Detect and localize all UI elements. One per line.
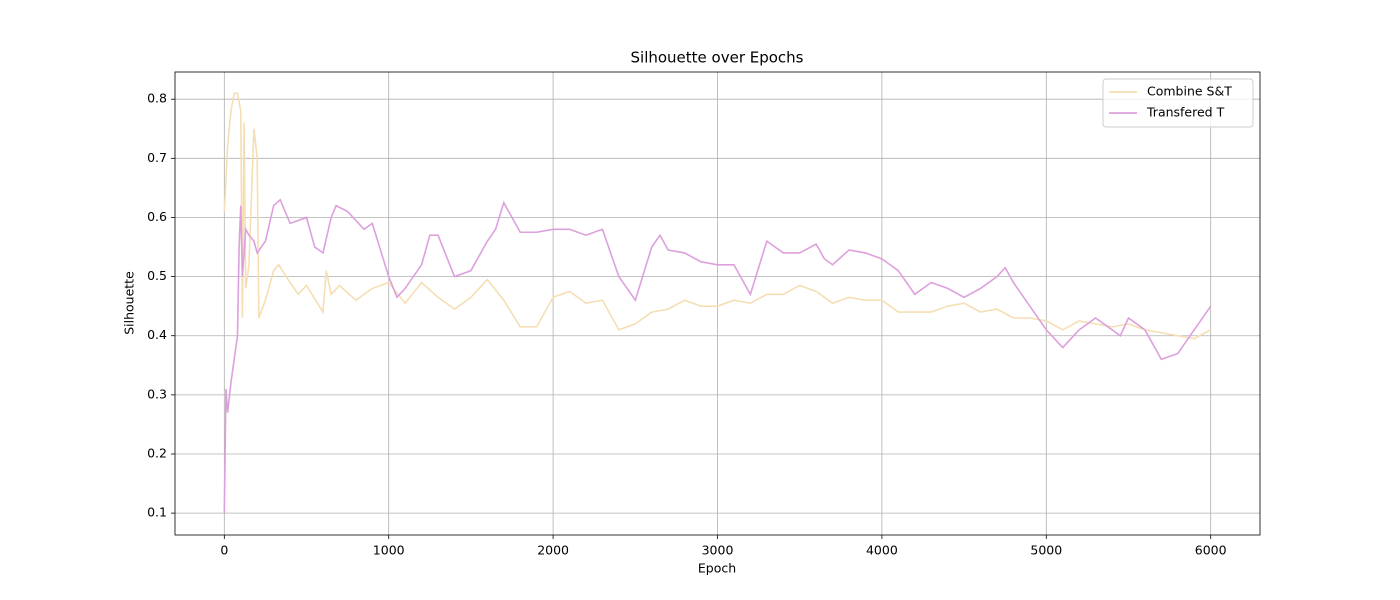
legend-label: Combine S&T: [1147, 84, 1232, 99]
x-tick-label: 2000: [537, 543, 569, 558]
plot-frame: [174, 71, 1261, 536]
y-tick-label: 0.4: [147, 327, 167, 342]
x-tick-label: 5000: [1030, 543, 1062, 558]
y-tick-label: 0.8: [147, 91, 167, 106]
chart-title: Silhouette over Epochs: [631, 49, 804, 67]
y-tick-label: 0.6: [147, 209, 167, 224]
y-tick-label: 0.1: [147, 505, 167, 520]
y-tick-label: 0.5: [147, 268, 167, 283]
legend-box: [1102, 78, 1254, 128]
legend-label: Transfered T: [1146, 105, 1225, 120]
y-tick-label: 0.3: [147, 386, 167, 401]
x-tick-label: 1000: [373, 543, 405, 558]
x-tick-label: 3000: [702, 543, 734, 558]
x-tick-label: 6000: [1195, 543, 1227, 558]
x-tick-label: 4000: [866, 543, 898, 558]
series-line: [223, 92, 1212, 340]
y-tick-label: 0.7: [147, 150, 167, 165]
x-tick-label: 0: [220, 543, 228, 558]
y-axis-label: Silhouette: [122, 271, 137, 335]
series-line: [223, 198, 1212, 514]
x-axis-label: Epoch: [698, 561, 736, 576]
y-tick-label: 0.2: [147, 445, 167, 460]
legend: Combine S&T Transfered T: [1102, 78, 1254, 128]
